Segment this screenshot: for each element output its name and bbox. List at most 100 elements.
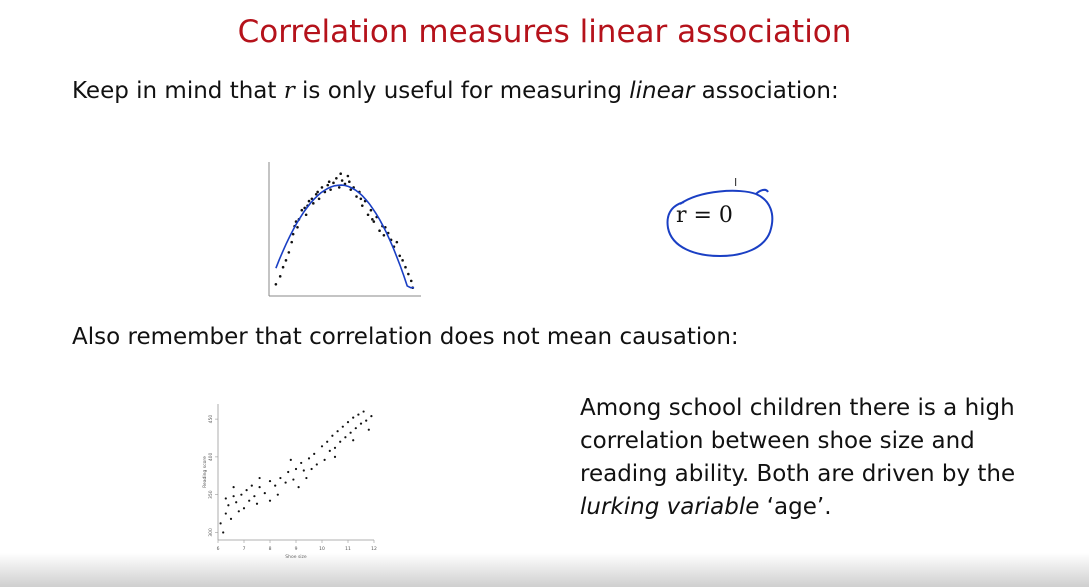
data-point bbox=[317, 197, 321, 201]
data-point bbox=[253, 495, 256, 498]
data-point bbox=[341, 425, 344, 428]
note-text-1: Among school children there is a high co… bbox=[580, 395, 1016, 487]
data-point bbox=[304, 213, 308, 217]
data-point bbox=[371, 218, 374, 221]
data-point bbox=[305, 476, 308, 480]
data-point bbox=[349, 188, 353, 191]
data-point bbox=[224, 512, 227, 515]
data-point bbox=[294, 467, 298, 471]
lurking-variable-note: Among school children there is a high co… bbox=[580, 392, 1060, 524]
data-point bbox=[331, 434, 334, 437]
data-point bbox=[289, 458, 292, 462]
data-point bbox=[326, 440, 329, 443]
data-point bbox=[287, 470, 290, 474]
handwritten-circle: I bbox=[666, 176, 774, 258]
data-point bbox=[300, 461, 303, 465]
data-point bbox=[276, 493, 279, 496]
data-point bbox=[227, 504, 230, 507]
data-point bbox=[263, 492, 266, 495]
circle-stroke bbox=[666, 189, 774, 258]
data-point bbox=[268, 499, 272, 502]
data-point bbox=[320, 445, 324, 448]
data-point bbox=[274, 283, 278, 286]
data-point bbox=[340, 179, 344, 182]
data-point bbox=[310, 197, 314, 201]
data-point bbox=[346, 174, 350, 178]
y-tick-label: 450 bbox=[208, 415, 214, 424]
data-point bbox=[224, 497, 227, 500]
data-point bbox=[367, 428, 370, 431]
intro-line: Keep in mind that r is only useful for m… bbox=[72, 78, 839, 104]
data-point bbox=[258, 476, 261, 480]
data-point bbox=[339, 172, 342, 176]
data-point bbox=[307, 457, 311, 460]
x-tick-label: 11 bbox=[345, 546, 351, 552]
data-point bbox=[372, 220, 376, 223]
data-point bbox=[407, 272, 410, 276]
data-point bbox=[284, 259, 288, 262]
data-point bbox=[365, 419, 368, 422]
x-tick-label: 9 bbox=[295, 546, 298, 552]
x-tick-label: 10 bbox=[319, 546, 325, 552]
data-point bbox=[284, 481, 287, 484]
data-point bbox=[359, 197, 363, 201]
y-tick-label: 350 bbox=[208, 490, 214, 499]
data-point bbox=[248, 499, 251, 502]
data-point bbox=[328, 449, 331, 452]
data-point bbox=[274, 484, 277, 487]
data-point bbox=[323, 458, 326, 462]
data-point bbox=[245, 489, 248, 492]
data-point bbox=[398, 254, 402, 258]
data-point bbox=[281, 265, 285, 269]
data-point bbox=[268, 479, 272, 483]
r-zero-annotation: r = 0 bbox=[676, 203, 733, 228]
math-r: r bbox=[283, 78, 295, 104]
data-point bbox=[316, 190, 319, 194]
data-point bbox=[255, 502, 259, 505]
y-tick-label: 300 bbox=[208, 528, 214, 537]
fit-curve bbox=[275, 184, 415, 289]
data-point bbox=[313, 452, 316, 455]
shoe-reading-scatter-chart: 6789101112300350400450Shoe sizeReading s… bbox=[202, 404, 377, 560]
data-point bbox=[382, 233, 386, 237]
data-point bbox=[366, 213, 370, 217]
data-point bbox=[278, 275, 282, 278]
data-point bbox=[315, 463, 318, 466]
data-point bbox=[352, 439, 355, 442]
data-point bbox=[314, 192, 318, 196]
data-point bbox=[310, 467, 313, 471]
causation-line: Also remember that correlation does not … bbox=[72, 324, 739, 350]
intro-text-before: Keep in mind that bbox=[72, 78, 284, 104]
data-point bbox=[354, 427, 357, 430]
x-tick-label: 8 bbox=[269, 546, 272, 552]
data-point bbox=[333, 455, 337, 458]
data-point bbox=[258, 486, 261, 489]
data-point bbox=[346, 421, 350, 424]
video-bottom-fade bbox=[0, 553, 1089, 587]
data-point bbox=[378, 229, 381, 233]
data-point bbox=[409, 279, 413, 283]
y-axis-label: Reading score bbox=[202, 456, 208, 488]
data-point bbox=[344, 436, 347, 439]
circle-tail bbox=[755, 188, 769, 195]
data-point bbox=[326, 183, 330, 187]
data-point bbox=[232, 486, 235, 489]
data-point bbox=[352, 416, 355, 419]
data-point bbox=[229, 517, 233, 520]
data-point bbox=[291, 232, 295, 236]
data-point bbox=[250, 484, 253, 487]
data-point bbox=[359, 422, 363, 425]
data-point bbox=[219, 522, 222, 525]
data-point bbox=[302, 469, 305, 472]
data-point bbox=[312, 202, 315, 205]
data-point bbox=[355, 195, 358, 198]
slide-title: Correlation measures linear association bbox=[237, 14, 852, 50]
data-point bbox=[339, 440, 342, 443]
data-point bbox=[362, 410, 365, 413]
data-point bbox=[370, 414, 373, 418]
x-tick-label: 7 bbox=[243, 546, 246, 552]
data-point bbox=[237, 510, 240, 513]
cursor-mark: I bbox=[734, 176, 737, 189]
data-point bbox=[349, 431, 352, 434]
